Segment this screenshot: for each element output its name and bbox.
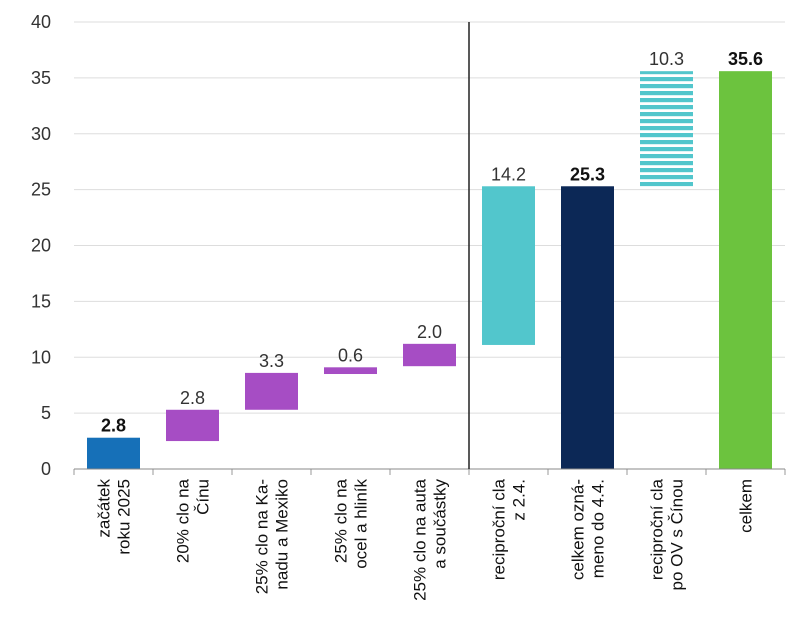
x-axis xyxy=(73,22,786,475)
data-label-6: 25.3 xyxy=(570,164,605,184)
x-label-line: nadu a Mexiko xyxy=(273,479,292,590)
data-labels: 2.8 2.8 3.3 0.6 2.0 14.2 25.3 10.3 35.6 xyxy=(101,49,763,436)
x-label-3: 25% clo na ocel a hliník xyxy=(332,478,371,568)
bar-4 xyxy=(403,343,456,367)
x-label-7: reciproční cla po OV s Čínou xyxy=(648,478,687,590)
data-label-4: 2.0 xyxy=(417,322,442,342)
x-label-line: ocel a hliník xyxy=(352,479,371,569)
bar-8 xyxy=(719,71,772,470)
x-label-line: a součástky xyxy=(431,479,450,569)
bar-7 xyxy=(640,71,693,187)
x-label-2: 25% clo na Ka-nadu a Mexiko xyxy=(253,479,292,594)
x-label-line: začátek xyxy=(95,479,114,538)
x-label-line: 25% clo na auta xyxy=(411,478,430,600)
x-label-5: reciproční cla z 2.4. xyxy=(490,478,529,580)
y-tick-label: 35 xyxy=(31,68,51,88)
y-tick-label: 5 xyxy=(41,403,51,423)
gridlines xyxy=(74,21,785,414)
bar-0 xyxy=(87,437,140,469)
y-tick-label: 30 xyxy=(31,124,51,144)
x-label-line: z 2.4. xyxy=(510,479,529,521)
y-tick-label: 0 xyxy=(41,459,51,479)
x-label-6: celkem ozná-meno do 4.4. xyxy=(569,479,608,580)
x-label-line: reciproční cla xyxy=(490,478,509,580)
y-tick-label: 15 xyxy=(31,291,51,311)
bar-6 xyxy=(561,186,614,469)
y-tick-label: 40 xyxy=(31,12,51,32)
x-label-0: začátek roku 2025 xyxy=(95,479,134,555)
x-label-line: 25% clo na Ka- xyxy=(253,479,272,594)
bar-1 xyxy=(166,409,219,442)
x-axis-labels: začátek roku 2025 20% clo na Čínu 25% clo na… xyxy=(95,478,756,600)
x-label-8: celkem xyxy=(737,479,756,533)
bar-5 xyxy=(482,186,535,345)
x-label-line: meno do 4.4. xyxy=(589,479,608,578)
x-label-line: roku 2025 xyxy=(115,479,134,555)
x-label-4: 25% clo na auta a součástky xyxy=(411,478,450,600)
x-label-line: po OV s Čínou xyxy=(668,479,687,591)
x-label-line: celkem ozná- xyxy=(569,479,588,580)
x-label-line: celkem xyxy=(737,479,756,533)
x-label-1: 20% clo na Čínu xyxy=(174,478,213,563)
x-label-line: 20% clo na xyxy=(174,478,193,563)
bar-3 xyxy=(324,367,377,375)
bar-2 xyxy=(245,372,298,410)
x-label-line: 25% clo na xyxy=(332,478,351,563)
x-label-line: Čínu xyxy=(194,479,213,515)
data-label-3: 0.6 xyxy=(338,345,363,365)
data-label-5: 14.2 xyxy=(491,164,526,184)
data-label-0: 2.8 xyxy=(101,416,126,436)
data-label-2: 3.3 xyxy=(259,351,284,371)
y-axis-ticks: 0 5 10 15 20 25 30 35 40 xyxy=(31,12,51,479)
y-tick-label: 25 xyxy=(31,180,51,200)
data-label-1: 2.8 xyxy=(180,388,205,408)
y-tick-label: 10 xyxy=(31,347,51,367)
y-tick-label: 20 xyxy=(31,236,51,256)
data-label-7: 10.3 xyxy=(649,49,684,69)
x-label-line: reciproční cla xyxy=(648,478,667,580)
bars xyxy=(87,71,772,470)
data-label-8: 35.6 xyxy=(728,49,763,69)
